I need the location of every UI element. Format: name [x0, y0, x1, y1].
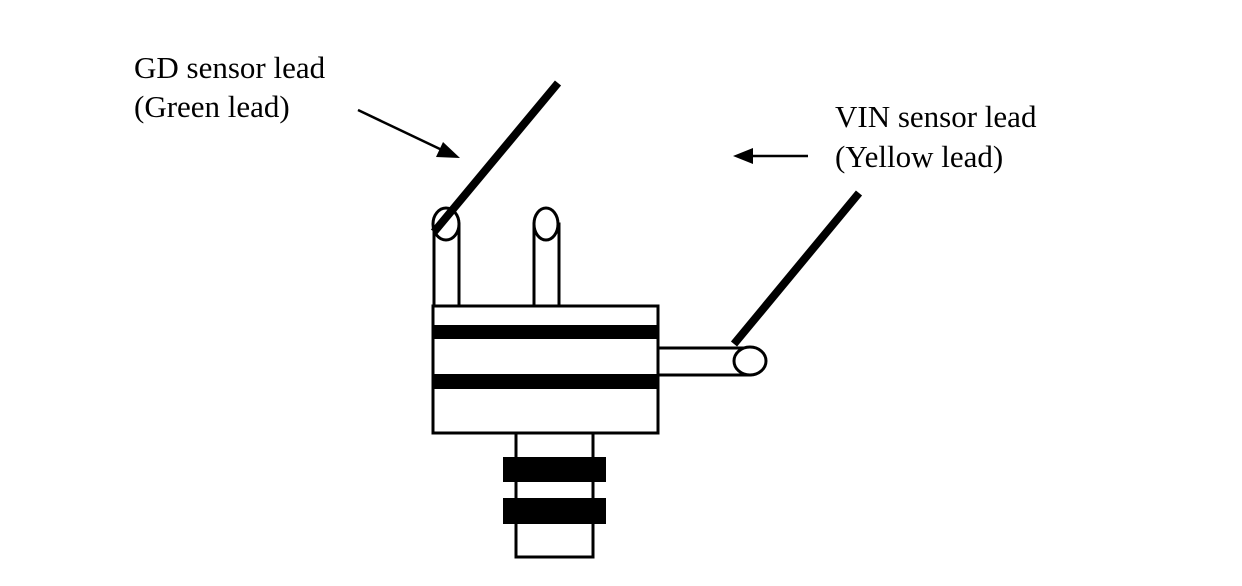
vin-label: VIN sensor lead (Yellow lead): [835, 99, 1037, 174]
gd-label: GD sensor lead (Green lead): [134, 50, 326, 124]
right-prong: [532, 206, 561, 308]
vin-label-line1: VIN sensor lead: [835, 99, 1037, 134]
vin-sensor-lead: [730, 190, 863, 347]
gd-label-line1: GD sensor lead: [134, 50, 326, 85]
cord-sleeve-outline: [514, 431, 595, 559]
plug-body-band-upper: [433, 325, 658, 339]
cord-band-lower: [503, 498, 606, 524]
gd-label-line2: (Green lead): [134, 89, 290, 124]
gd-arrow-shaft: [357, 108, 443, 152]
plug-body: [431, 304, 660, 435]
side-pin: [656, 345, 768, 377]
vin-arrow-head: [733, 148, 753, 164]
vin-label-line2: (Yellow lead): [835, 139, 1003, 174]
gd-arrow: [357, 108, 460, 158]
cord-band-upper: [503, 457, 606, 482]
right-prong-tip: [532, 206, 560, 242]
plug-body-band-lower: [433, 374, 658, 389]
side-pin-tip: [732, 345, 768, 377]
gd-sensor-lead: [430, 80, 562, 235]
cord-sleeve: [503, 431, 606, 559]
vin-arrow: [733, 148, 808, 164]
gd-arrow-head: [436, 142, 460, 158]
